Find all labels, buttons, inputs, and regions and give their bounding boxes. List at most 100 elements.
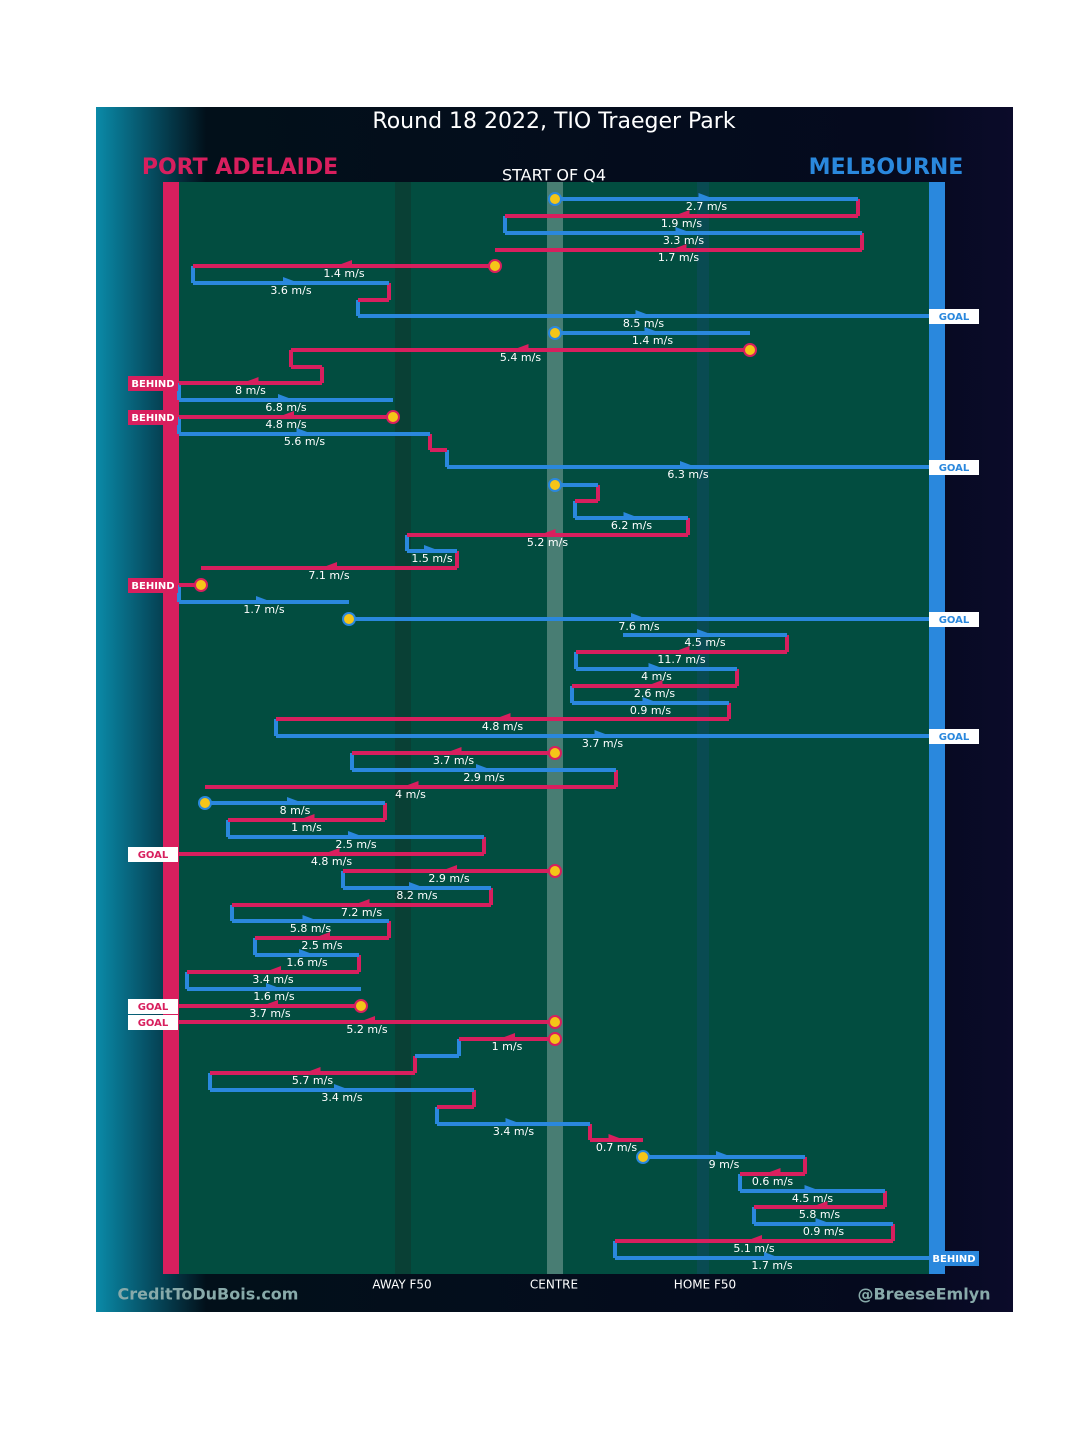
stoppage-marker (548, 746, 562, 760)
speed-label: 7.1 m/s (308, 569, 349, 582)
arrow (815, 1218, 832, 1226)
speed-label: 0.7 m/s (596, 1141, 637, 1154)
speed-label: 7.6 m/s (618, 620, 659, 633)
speed-label: 4.8 m/s (482, 720, 523, 733)
speed-label: 11.7 m/s (657, 653, 705, 666)
speed-label: 3.4 m/s (493, 1125, 534, 1138)
axis-label: HOME F50 (674, 1278, 736, 1292)
credit: @BreeseEmlyn (857, 1285, 990, 1304)
left-goal-bar (163, 182, 179, 1274)
speed-label: 3.7 m/s (582, 737, 623, 750)
stoppage-marker (548, 192, 562, 206)
speed-label: 4.5 m/s (792, 1192, 833, 1205)
outcome-label: BEHIND (131, 581, 174, 592)
speed-label: 3.6 m/s (270, 284, 311, 297)
speed-label: 6.8 m/s (265, 401, 306, 414)
arrow (698, 193, 715, 201)
arrow (764, 1168, 781, 1176)
arrow (764, 1252, 780, 1260)
arrow (644, 327, 661, 335)
outcome-label: GOAL (939, 463, 970, 474)
arrow (594, 730, 611, 738)
speed-label: 1.6 m/s (253, 990, 294, 1003)
outcome-box (128, 410, 178, 425)
arrow (359, 1016, 375, 1024)
arrow (608, 1134, 625, 1142)
arrow (716, 1151, 732, 1159)
arrow (499, 1033, 515, 1041)
team-right: MELBOURNE (809, 155, 964, 180)
arrow (631, 613, 647, 621)
speed-label: 2.9 m/s (428, 872, 469, 885)
stoppage-marker (743, 343, 757, 357)
centre-line (547, 182, 563, 1274)
speed-label: 3.7 m/s (433, 754, 474, 767)
speed-label: 8.2 m/s (396, 889, 437, 902)
arrow (265, 966, 281, 974)
speed-label: 4.8 m/s (311, 855, 352, 868)
arrow (675, 227, 692, 235)
arrow (476, 764, 492, 772)
arrow (811, 1201, 828, 1209)
speed-label: 0.9 m/s (803, 1225, 844, 1238)
arrow (323, 848, 340, 856)
speed-label: 1.6 m/s (286, 956, 327, 969)
outcome-box (929, 460, 979, 475)
arrow (266, 983, 282, 991)
arrow (304, 1067, 321, 1075)
arrow (804, 1185, 821, 1193)
speed-label: 2.7 m/s (686, 200, 727, 213)
outcome-box (929, 1251, 979, 1266)
arrow (623, 512, 640, 520)
arrow (746, 1235, 762, 1243)
speed-label: 1.4 m/s (632, 334, 673, 347)
speed-label: 3.7 m/s (249, 1007, 290, 1020)
speed-label: 4 m/s (641, 670, 672, 683)
speed-label: 1 m/s (291, 821, 322, 834)
stoppage-marker (194, 578, 208, 592)
arrow (278, 411, 294, 419)
arrow (635, 310, 652, 318)
arrow (298, 814, 315, 822)
stoppage-marker (548, 326, 562, 340)
arrow (642, 697, 659, 705)
speed-label: 1.4 m/s (323, 267, 364, 280)
home-f50-line (697, 182, 709, 1274)
outcome-box (929, 729, 979, 744)
arrow (445, 747, 462, 755)
outcome-box (929, 612, 979, 627)
speed-label: 5.2 m/s (527, 536, 568, 549)
speed-label: 4.8 m/s (265, 418, 306, 431)
speed-label: 1.7 m/s (751, 1259, 792, 1272)
stoppage-marker (342, 612, 356, 626)
speed-label: 1 m/s (492, 1040, 523, 1053)
start-label: START OF Q4 (502, 166, 606, 185)
arrow (302, 915, 319, 923)
title: Round 18 2022, TIO Traeger Park (372, 109, 735, 134)
arrow (409, 882, 425, 890)
speed-label: 8 m/s (235, 384, 266, 397)
speed-label: 0.9 m/s (630, 704, 671, 717)
outcome-box (929, 309, 979, 324)
arrow (348, 831, 364, 839)
stoppage-marker (488, 259, 502, 273)
speed-label: 9 m/s (709, 1158, 740, 1171)
speed-label: 5.8 m/s (799, 1208, 840, 1221)
speed-label: 4.5 m/s (684, 636, 725, 649)
outcome-label: GOAL (939, 732, 970, 743)
arrow (402, 781, 419, 789)
arrow (256, 596, 272, 604)
arrow (539, 529, 556, 537)
speed-label: 2.9 m/s (463, 771, 504, 784)
speed-label: 6.2 m/s (611, 519, 652, 532)
away-f50-line (395, 182, 411, 1274)
outcome-label: BEHIND (131, 379, 174, 390)
arrow (314, 932, 330, 940)
arrow (505, 1118, 522, 1126)
outcome-label: GOAL (138, 1002, 169, 1013)
arrow (670, 244, 687, 252)
outcome-label: GOAL (939, 312, 970, 323)
arrow (336, 260, 352, 268)
arrow (441, 865, 457, 873)
speed-label: 1.5 m/s (411, 552, 452, 565)
